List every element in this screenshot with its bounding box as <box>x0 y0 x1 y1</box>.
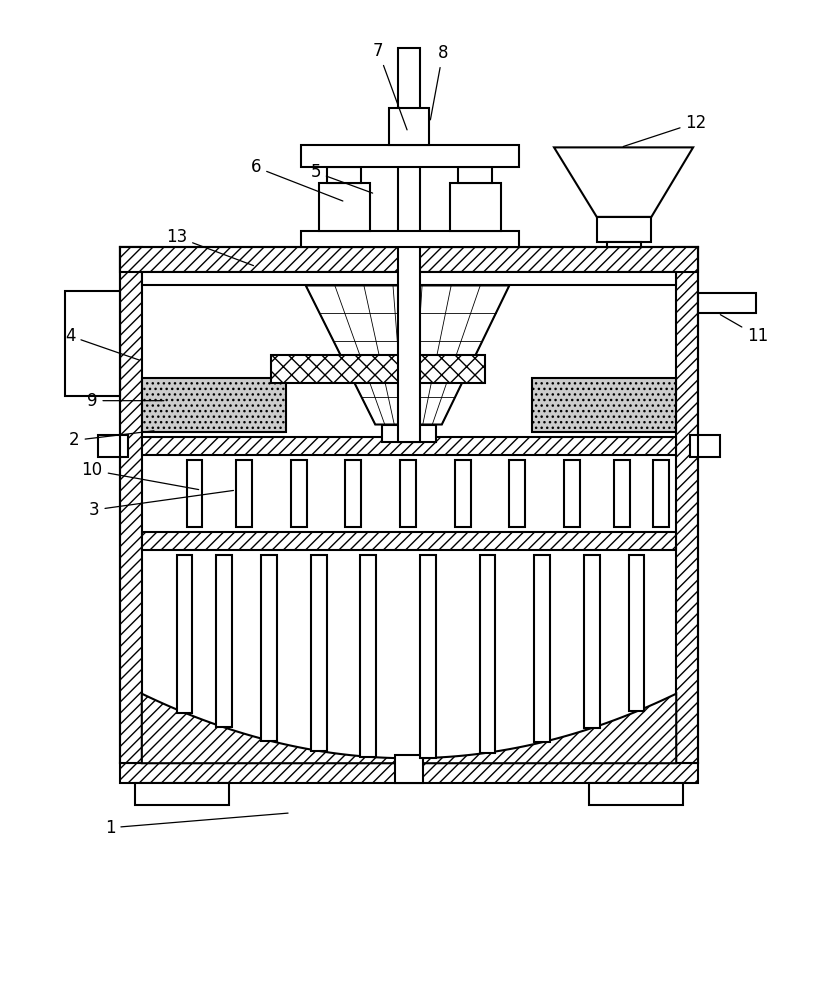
Bar <box>142 272 676 285</box>
Bar <box>458 167 493 183</box>
Text: 10: 10 <box>82 461 199 490</box>
Text: 3: 3 <box>89 490 233 519</box>
Bar <box>398 48 420 442</box>
Bar <box>455 460 470 527</box>
Polygon shape <box>306 285 509 425</box>
Bar <box>120 247 142 763</box>
Bar <box>120 247 698 272</box>
Bar <box>606 242 642 247</box>
Bar <box>177 555 192 713</box>
Bar <box>186 460 202 527</box>
Bar <box>509 460 526 527</box>
Bar <box>261 555 277 741</box>
Bar <box>301 145 519 167</box>
Bar <box>584 555 600 728</box>
Bar <box>653 460 669 527</box>
Text: 4: 4 <box>65 327 139 360</box>
Text: 11: 11 <box>720 315 768 345</box>
Bar <box>596 217 652 242</box>
Bar <box>698 293 756 313</box>
Bar <box>346 460 361 527</box>
Text: 12: 12 <box>623 114 707 147</box>
Text: 6: 6 <box>251 158 343 201</box>
Text: 1: 1 <box>105 813 288 837</box>
Bar <box>691 435 720 457</box>
Bar <box>389 108 429 145</box>
Bar <box>400 460 416 527</box>
Bar <box>420 555 436 758</box>
Bar <box>534 555 550 742</box>
Polygon shape <box>142 694 676 763</box>
Bar <box>564 460 580 527</box>
Bar <box>142 378 285 432</box>
Text: 7: 7 <box>373 42 407 130</box>
Bar <box>311 555 327 751</box>
Bar <box>479 555 496 753</box>
Bar <box>361 555 376 757</box>
Text: 2: 2 <box>69 431 154 449</box>
Bar <box>291 460 307 527</box>
Bar <box>301 231 519 247</box>
Bar <box>120 763 698 783</box>
Bar <box>65 291 120 396</box>
Bar <box>271 355 484 383</box>
Bar <box>614 460 629 527</box>
Text: 9: 9 <box>87 392 164 410</box>
Bar <box>236 460 252 527</box>
Bar <box>450 183 502 231</box>
Bar <box>134 783 229 805</box>
Text: 13: 13 <box>166 228 253 266</box>
Bar <box>629 555 644 711</box>
Text: 5: 5 <box>310 163 373 193</box>
Bar <box>142 532 676 550</box>
Bar <box>532 378 676 432</box>
Bar <box>216 555 232 727</box>
Bar <box>395 755 423 783</box>
Bar <box>98 435 128 457</box>
Bar <box>589 783 683 805</box>
Bar <box>318 183 370 231</box>
Bar <box>382 425 436 442</box>
Text: 8: 8 <box>431 44 448 120</box>
Polygon shape <box>554 147 693 217</box>
Bar <box>676 247 698 763</box>
Bar <box>327 167 361 183</box>
Bar <box>142 437 676 455</box>
